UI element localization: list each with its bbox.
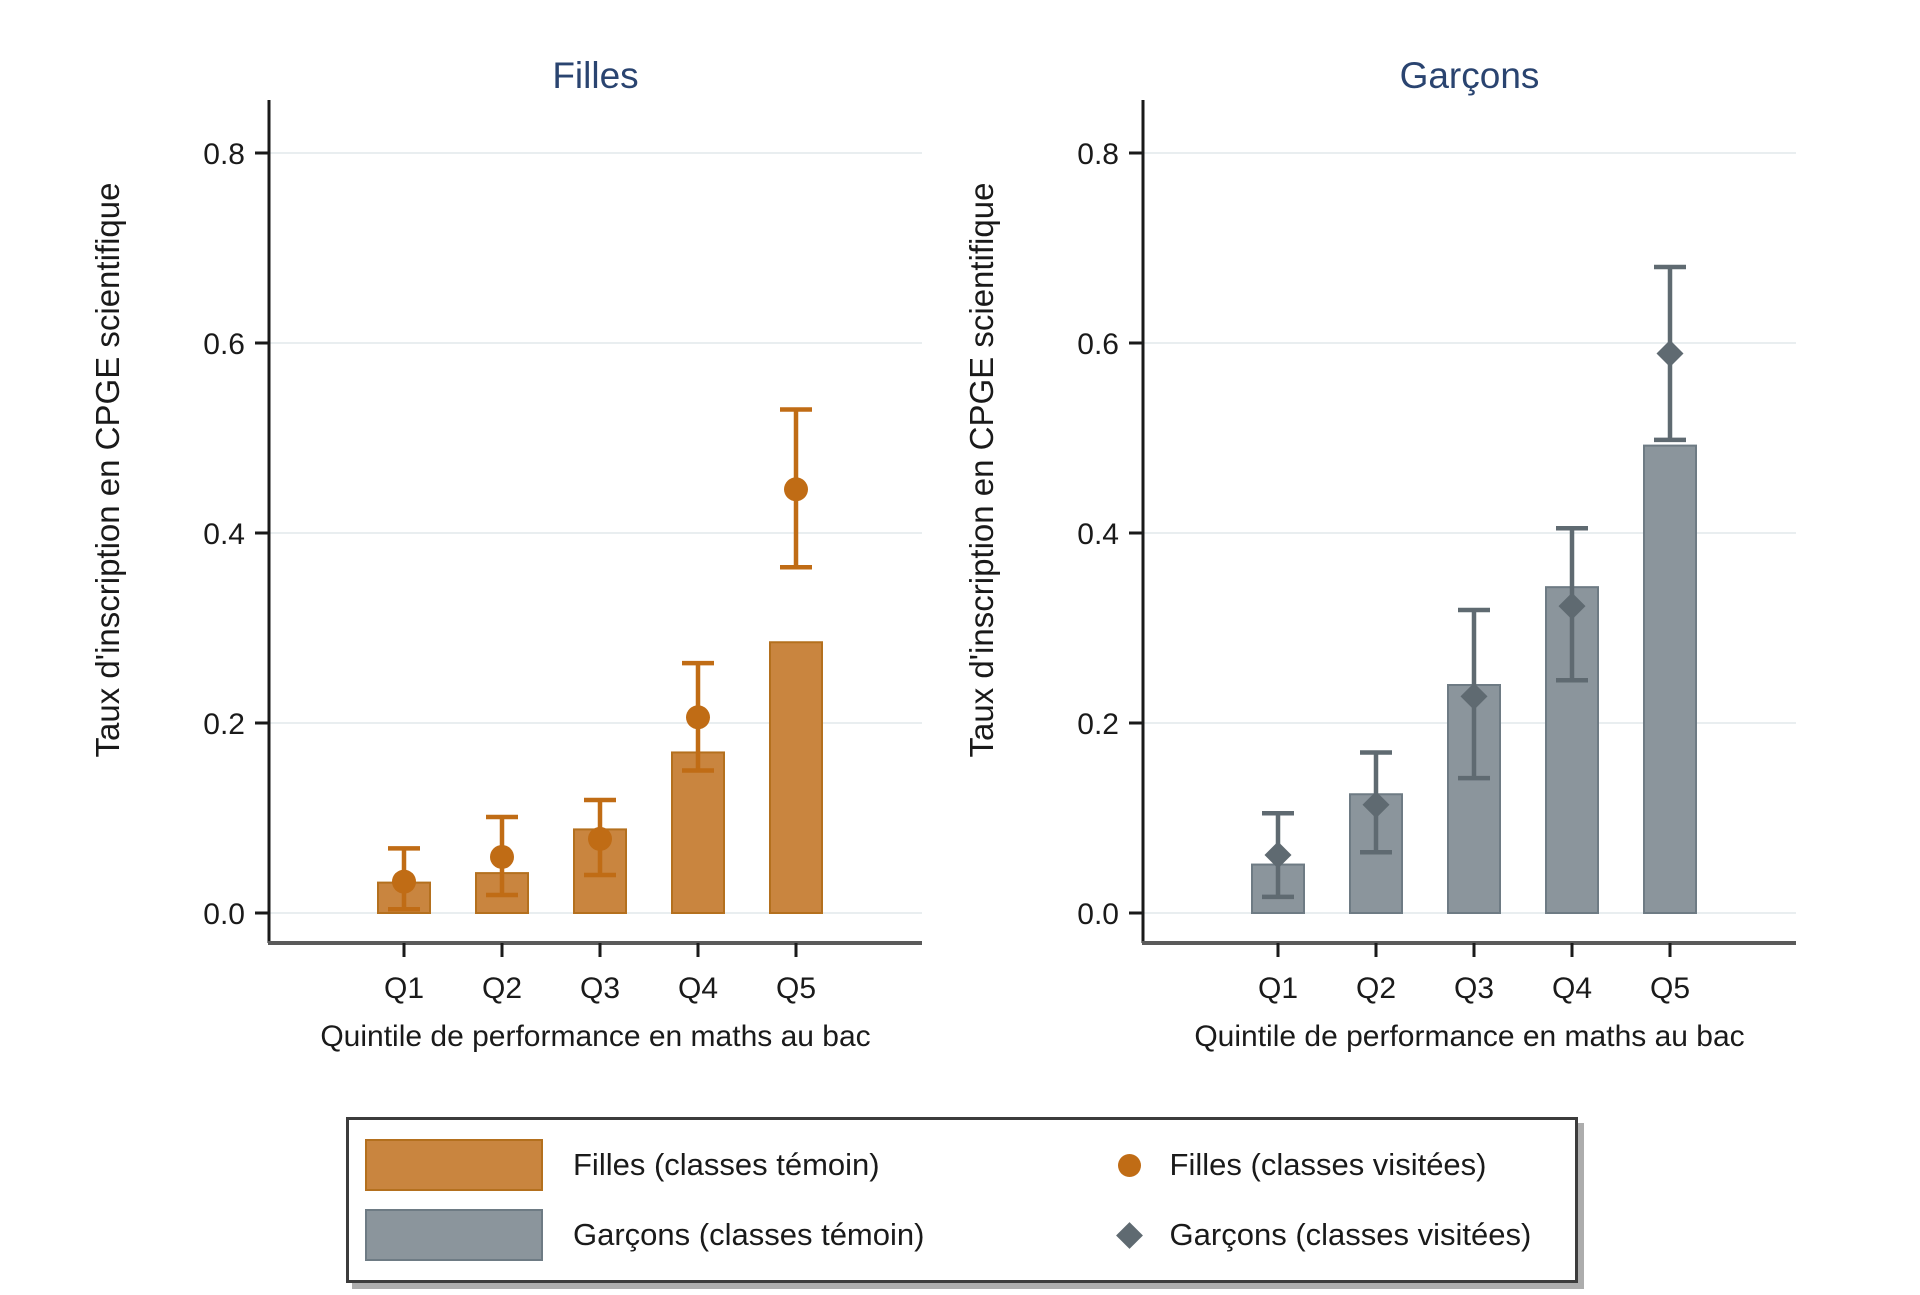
x-tick-label: Q4: [1552, 972, 1592, 1005]
x-tick-label: Q3: [1454, 972, 1494, 1005]
panel-title: Filles: [552, 55, 638, 96]
panel-title: Garçons: [1400, 55, 1540, 96]
y-tick-label: 0.0: [203, 898, 245, 931]
y-tick-label: 0.2: [1077, 708, 1119, 741]
garcons-bar-swatch: [365, 1209, 543, 1261]
point-marker-diamond: [1362, 791, 1390, 819]
y-tick-label: 0.6: [1077, 328, 1119, 361]
circle-marker-icon: [1114, 1149, 1146, 1181]
bar-Q2: [475, 872, 529, 914]
bar-Q5: [1643, 444, 1697, 914]
legend-label: Garçons (classes visitées): [1169, 1217, 1532, 1252]
diamond-marker-icon: [1114, 1219, 1146, 1251]
point-marker-circle: [686, 705, 710, 730]
legend-item-garcons-visitees: Garçons (classes visitées): [1036, 1217, 1575, 1253]
y-tick-label: 0.8: [1077, 138, 1119, 171]
legend-item-garcons-temoin: Garçons (classes témoin): [349, 1209, 1036, 1261]
point-marker-circle: [490, 844, 514, 869]
x-tick-label: Q1: [384, 972, 424, 1005]
x-axis-title: Quintile de performance en maths au bac: [320, 1020, 870, 1053]
x-tick-label: Q2: [482, 972, 522, 1005]
x-tick-label: Q5: [776, 972, 816, 1005]
y-tick-label: 0.0: [1077, 898, 1119, 931]
y-tick-label: 0.8: [203, 138, 245, 171]
bar-Q4: [671, 751, 725, 915]
x-tick-label: Q2: [1356, 972, 1396, 1005]
panel-garçons: 0.0 0.2 0.4 0.6 0.8 Q1 Q2 Q3 Q4 Q5 Garçons Quintile…: [963, 55, 1796, 1053]
x-tick-label: Q5: [1650, 972, 1690, 1005]
y-tick-label: 0.2: [203, 708, 245, 741]
y-tick-label: 0.6: [203, 328, 245, 361]
y-axis-title: Taux d'inscription en CPGE scientifique: [89, 183, 126, 758]
legend-label: Filles (classes visitées): [1169, 1147, 1487, 1182]
x-tick-label: Q1: [1258, 972, 1298, 1005]
legend-label: Garçons (classes témoin): [573, 1217, 925, 1252]
chart-svg: 0.0 0.2 0.4 0.6 0.8 Q1 Q2 Q3 Q4 Q5 Filles Quintile …: [89, 55, 1796, 1053]
legend-item-filles-temoin: Filles (classes témoin): [349, 1139, 1036, 1191]
x-axis-title: Quintile de performance en maths au bac: [1194, 1020, 1744, 1053]
point-marker-circle: [392, 869, 416, 894]
chart-legend: Filles (classes témoin) Filles (classes …: [346, 1117, 1578, 1283]
point-marker-circle: [588, 826, 612, 851]
filles-bar-swatch: [365, 1139, 543, 1191]
point-marker-diamond: [1460, 682, 1488, 710]
y-tick-label: 0.4: [203, 518, 245, 551]
point-marker-circle: [784, 477, 808, 502]
bar-Q5: [769, 641, 823, 914]
y-axis-title: Taux d'inscription en CPGE scientifique: [963, 183, 1000, 758]
y-tick-label: 0.4: [1077, 518, 1119, 551]
point-marker-diamond: [1264, 841, 1292, 869]
legend-label: Filles (classes témoin): [573, 1147, 880, 1182]
panel-filles: 0.0 0.2 0.4 0.6 0.8 Q1 Q2 Q3 Q4 Q5 Filles Quintile …: [89, 55, 922, 1053]
point-marker-diamond: [1656, 339, 1684, 367]
legend-item-filles-visitees: Filles (classes visitées): [1036, 1147, 1575, 1183]
x-tick-label: Q4: [678, 972, 718, 1005]
x-tick-label: Q3: [580, 972, 620, 1005]
point-marker-diamond: [1558, 592, 1586, 620]
